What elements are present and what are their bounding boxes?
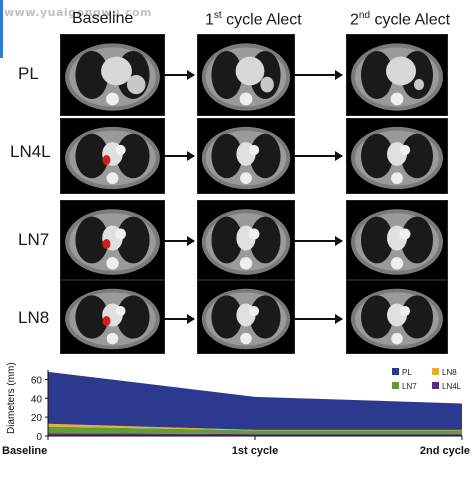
cycle2-number: 2 [350,11,359,29]
x-tick-label: Baseline [2,445,47,457]
legend-swatch-ln4l [432,382,439,389]
ct-scan-ln4l-cycle1 [197,118,295,194]
legend-swatch-ln8 [432,368,439,375]
diameter-chart: 0 20 40 60 Baseline 1st cycle 2nd cycle Diame… [0,362,472,490]
ct-scan-ln8-baseline [60,280,165,354]
arrow-ln7-2 [294,236,343,246]
diameter-chart-svg: 0 20 40 60 Baseline 1st cycle 2nd cycle Diame… [2,362,470,457]
y-tick-label: 60 [31,375,43,386]
area-ln4l [48,433,462,436]
side-accent-bar [0,0,3,58]
ct-scan-pl-cycle1 [197,34,295,116]
row-label-ln7: LN7 [18,230,50,249]
ct-scan-ln7-cycle1 [197,200,295,280]
arrow-ln8-1 [164,314,195,324]
y-tick-label: 0 [36,432,42,443]
column-header-baseline-text: Baseline [72,10,134,27]
arrow-ln4l-1 [164,151,195,161]
chart-areas [48,371,462,436]
y-axis-label: Diameters (mm) [6,362,17,434]
ct-scan-ln7-baseline [60,200,165,280]
arrow-ln7-1 [164,236,195,246]
ct-scan-ln4l-cycle2 [346,118,448,194]
cycle2-text: cycle Alect [370,11,451,29]
x-ticks: Baseline 1st cycle 2nd cycle [2,436,470,457]
ct-scan-ln7-cycle2 [346,200,448,280]
x-tick-label: 1st cycle [232,445,278,457]
row-label-ln4l: LN4L [10,142,51,161]
legend-label-ln4l: LN4L [442,382,462,391]
legend-label-ln7: LN7 [402,382,417,391]
arrow-pl-1 [164,70,195,80]
legend-swatch-ln7 [392,382,399,389]
arrow-ln8-2 [294,314,343,324]
x-tick-label: 2nd cycle [420,445,470,457]
cycle1-text: cycle Alect [221,11,302,29]
cycle1-ordinal: st [213,10,222,21]
column-header-cycle1: 1st cycle Alect [205,10,302,29]
ct-scan-pl-cycle2 [346,34,448,116]
arrow-ln4l-2 [294,151,343,161]
legend-swatch-pl [392,368,399,375]
row-label-pl: PL [18,64,39,83]
chart-legend: PL LN8 LN7 LN4L [392,368,462,391]
ct-scan-ln4l-baseline [60,118,165,194]
arrow-pl-2 [294,70,343,80]
watermark: www.yuaigongwu.com [4,6,153,19]
y-tick-label: 20 [31,413,43,424]
area-ln8 [48,423,462,431]
area-ln7 [48,426,462,435]
legend-label-pl: PL [402,368,412,377]
cycle1-number: 1 [205,11,214,29]
column-header-cycle2: 2nd cycle Alect [350,10,450,29]
ct-scan-ln8-cycle1 [197,280,295,354]
y-ticks: 0 20 40 60 [31,375,48,443]
area-pl [48,371,462,430]
cycle2-ordinal: nd [358,10,371,21]
ct-scan-ln8-cycle2 [346,280,448,354]
column-header-baseline: Baseline [72,10,133,28]
legend-label-ln8: LN8 [442,368,457,377]
row-label-ln8: LN8 [18,308,50,327]
ct-scan-pl-baseline [60,34,165,116]
y-tick-label: 40 [31,394,43,405]
